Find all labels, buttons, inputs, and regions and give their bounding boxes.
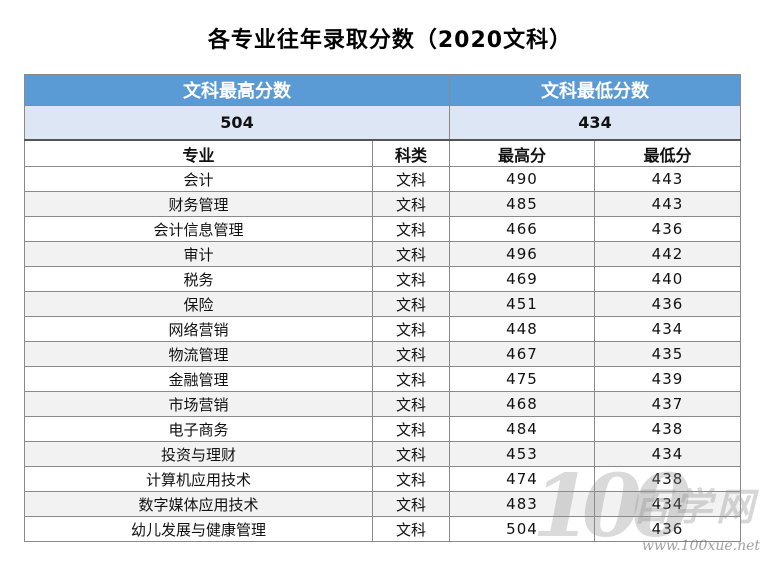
cell-min-score: 434 xyxy=(594,491,741,517)
cell-max-score: 484 xyxy=(449,416,595,442)
cell-max-score: 467 xyxy=(449,341,595,367)
cell-major: 保险 xyxy=(24,291,373,317)
cell-category: 文科 xyxy=(372,341,450,367)
cell-min-score: 442 xyxy=(594,241,741,267)
cell-max-score: 475 xyxy=(449,366,595,392)
table-row: 保险 文科 451 436 xyxy=(24,291,741,317)
max-score-label: 文科最高分数 xyxy=(24,74,450,106)
cell-max-score: 496 xyxy=(449,241,595,267)
table-row: 审计 文科 496 442 xyxy=(24,241,741,267)
column-header-major: 专业 xyxy=(24,139,373,167)
cell-min-score: 439 xyxy=(594,366,741,392)
admission-score-table: 文科最高分数 文科最低分数 504 434 专业 科类 最高分 最低分 会计 文科… xyxy=(24,74,741,542)
cell-max-score: 474 xyxy=(449,466,595,492)
cell-major: 幼儿发展与健康管理 xyxy=(24,516,373,542)
cell-category: 文科 xyxy=(372,291,450,317)
cell-major: 财务管理 xyxy=(24,191,373,217)
cell-min-score: 436 xyxy=(594,291,741,317)
cell-major: 市场营销 xyxy=(24,391,373,417)
cell-min-score: 440 xyxy=(594,266,741,292)
table-body: 会计 文科 490 443 财务管理 文科 485 443 会计信息管理 文科 466 436 审计 文科… xyxy=(24,166,741,542)
cell-category: 文科 xyxy=(372,191,450,217)
column-header-min: 最低分 xyxy=(594,139,741,167)
cell-category: 文科 xyxy=(372,266,450,292)
summary-values-row: 504 434 xyxy=(24,105,741,141)
cell-major: 数字媒体应用技术 xyxy=(24,491,373,517)
cell-min-score: 438 xyxy=(594,416,741,442)
table-row: 会计信息管理 文科 466 436 xyxy=(24,216,741,242)
table-row: 会计 文科 490 443 xyxy=(24,166,741,192)
column-header-category: 科类 xyxy=(372,139,450,167)
cell-max-score: 485 xyxy=(449,191,595,217)
table-row: 财务管理 文科 485 443 xyxy=(24,191,741,217)
cell-min-score: 434 xyxy=(594,441,741,467)
column-header-row: 专业 科类 最高分 最低分 xyxy=(24,139,741,167)
table-row: 物流管理 文科 467 435 xyxy=(24,341,741,367)
cell-min-score: 436 xyxy=(594,516,741,542)
cell-min-score: 434 xyxy=(594,316,741,342)
cell-major: 计算机应用技术 xyxy=(24,466,373,492)
table-row: 金融管理 文科 475 439 xyxy=(24,366,741,392)
table-row: 市场营销 文科 468 437 xyxy=(24,391,741,417)
table-row: 电子商务 文科 484 438 xyxy=(24,416,741,442)
cell-max-score: 448 xyxy=(449,316,595,342)
cell-max-score: 483 xyxy=(449,491,595,517)
min-score-value: 434 xyxy=(449,105,741,141)
page-title: 各专业往年录取分数（2020文科） xyxy=(207,28,573,53)
cell-category: 文科 xyxy=(372,166,450,192)
cell-category: 文科 xyxy=(372,466,450,492)
cell-category: 文科 xyxy=(372,441,450,467)
cell-max-score: 490 xyxy=(449,166,595,192)
cell-min-score: 443 xyxy=(594,191,741,217)
cell-major: 税务 xyxy=(24,266,373,292)
table-row: 计算机应用技术 文科 474 438 xyxy=(24,466,741,492)
cell-category: 文科 xyxy=(372,416,450,442)
max-score-value: 504 xyxy=(24,105,450,141)
cell-max-score: 504 xyxy=(449,516,595,542)
cell-category: 文科 xyxy=(372,241,450,267)
summary-header-row: 文科最高分数 文科最低分数 xyxy=(24,74,741,106)
table-row: 投资与理财 文科 453 434 xyxy=(24,441,741,467)
cell-max-score: 468 xyxy=(449,391,595,417)
cell-major: 会计 xyxy=(24,166,373,192)
cell-max-score: 453 xyxy=(449,441,595,467)
cell-category: 文科 xyxy=(372,316,450,342)
cell-min-score: 438 xyxy=(594,466,741,492)
column-header-max: 最高分 xyxy=(449,139,595,167)
cell-max-score: 469 xyxy=(449,266,595,292)
table-row: 数字媒体应用技术 文科 483 434 xyxy=(24,491,741,517)
cell-major: 电子商务 xyxy=(24,416,373,442)
table-row: 幼儿发展与健康管理 文科 504 436 xyxy=(24,516,741,542)
table-row: 税务 文科 469 440 xyxy=(24,266,741,292)
cell-category: 文科 xyxy=(372,516,450,542)
cell-major: 会计信息管理 xyxy=(24,216,373,242)
cell-max-score: 451 xyxy=(449,291,595,317)
cell-min-score: 435 xyxy=(594,341,741,367)
cell-major: 金融管理 xyxy=(24,366,373,392)
cell-major: 投资与理财 xyxy=(24,441,373,467)
table-row: 网络营销 文科 448 434 xyxy=(24,316,741,342)
cell-major: 审计 xyxy=(24,241,373,267)
min-score-label: 文科最低分数 xyxy=(449,74,741,106)
cell-major: 网络营销 xyxy=(24,316,373,342)
cell-category: 文科 xyxy=(372,216,450,242)
cell-category: 文科 xyxy=(372,491,450,517)
cell-min-score: 443 xyxy=(594,166,741,192)
cell-category: 文科 xyxy=(372,366,450,392)
cell-major: 物流管理 xyxy=(24,341,373,367)
cell-category: 文科 xyxy=(372,391,450,417)
cell-min-score: 437 xyxy=(594,391,741,417)
cell-min-score: 436 xyxy=(594,216,741,242)
cell-max-score: 466 xyxy=(449,216,595,242)
